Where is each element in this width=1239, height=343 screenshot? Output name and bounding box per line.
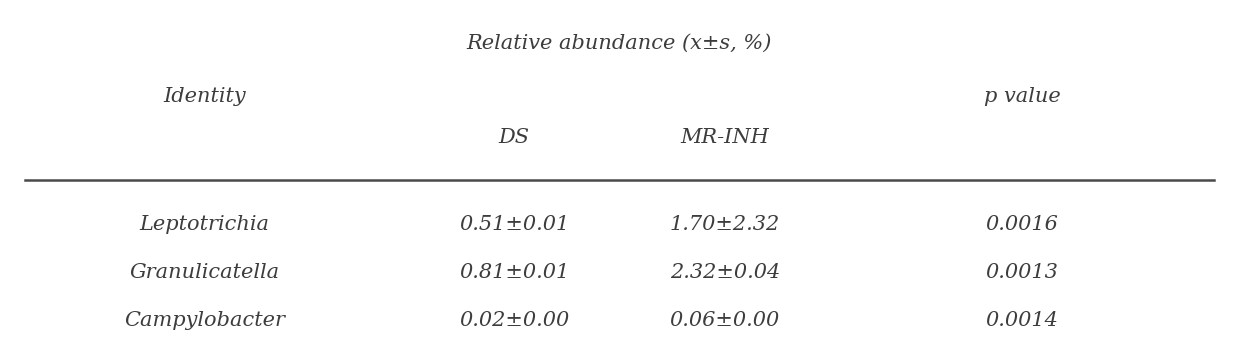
Text: Leptotrichia: Leptotrichia	[140, 215, 269, 234]
Text: 0.02±0.00: 0.02±0.00	[460, 311, 569, 330]
Text: 0.0016: 0.0016	[986, 215, 1058, 234]
Text: 0.51±0.01: 0.51±0.01	[460, 215, 569, 234]
Text: Campylobacter: Campylobacter	[124, 311, 285, 330]
Text: 0.0013: 0.0013	[986, 263, 1058, 282]
Text: MR-INH: MR-INH	[680, 128, 769, 147]
Text: DS: DS	[498, 128, 530, 147]
Text: Granulicatella: Granulicatella	[129, 263, 280, 282]
Text: Identity: Identity	[164, 86, 245, 106]
Text: 1.70±2.32: 1.70±2.32	[670, 215, 779, 234]
Text: 0.06±0.00: 0.06±0.00	[670, 311, 779, 330]
Text: Relative abundance (x±s, %): Relative abundance (x±s, %)	[467, 33, 772, 52]
Text: 0.0014: 0.0014	[986, 311, 1058, 330]
Text: 0.81±0.01: 0.81±0.01	[460, 263, 569, 282]
Text: p value: p value	[984, 86, 1061, 106]
Text: 2.32±0.04: 2.32±0.04	[670, 263, 779, 282]
